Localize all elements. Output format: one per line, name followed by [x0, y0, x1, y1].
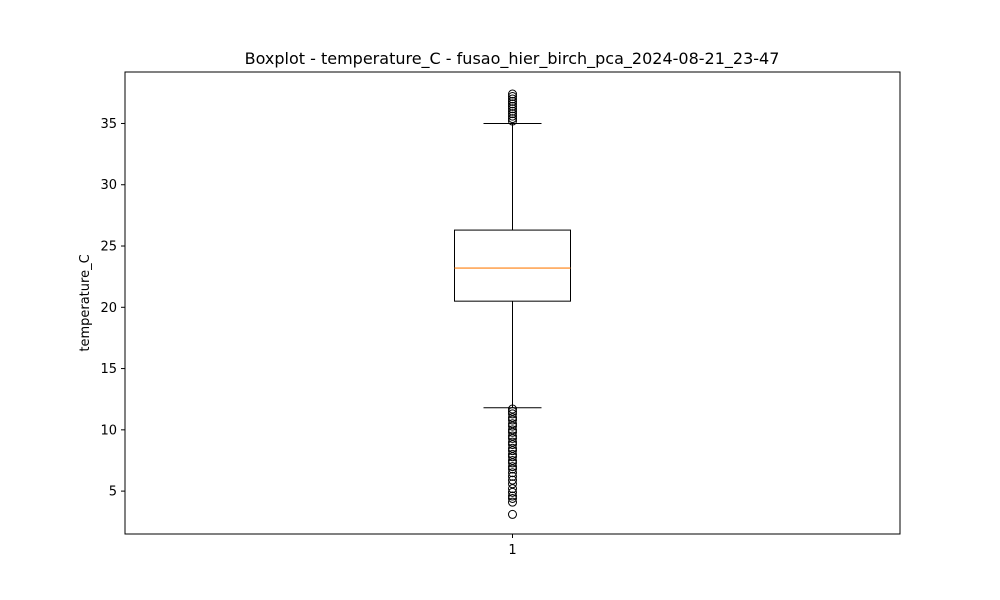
x-tick-label: 1	[508, 543, 516, 558]
outlier-point	[508, 484, 517, 494]
outlier-point	[508, 440, 517, 450]
outlier-point	[508, 406, 517, 416]
y-tick-label: 5	[109, 485, 117, 500]
outlier-point	[508, 479, 517, 489]
outlier-point	[508, 443, 517, 453]
outlier-point	[508, 433, 517, 443]
outlier-point	[508, 425, 517, 435]
outlier-point	[508, 471, 517, 481]
outlier-point	[508, 421, 517, 431]
outlier-point	[508, 455, 517, 465]
y-tick-label: 10	[100, 423, 117, 438]
outlier-point	[508, 415, 517, 425]
outlier-point	[508, 497, 517, 507]
y-tick-label: 15	[100, 362, 117, 377]
outlier-point	[508, 99, 517, 109]
outlier-point	[508, 116, 517, 126]
box-series	[454, 89, 571, 519]
outlier-point	[508, 409, 517, 419]
outlier-point	[508, 94, 517, 104]
y-tick-label: 20	[100, 301, 117, 316]
y-tick-label: 30	[100, 178, 117, 193]
outlier-point	[508, 437, 517, 447]
outlier-point	[508, 404, 517, 414]
chart-title: Boxplot - temperature_C - fusao_hier_bir…	[245, 49, 780, 69]
outlier-point	[508, 464, 517, 474]
outlier-point	[508, 431, 517, 441]
outlier-point	[508, 468, 517, 478]
outlier-point	[508, 413, 517, 423]
y-axis: 5 10 15 20 25 30 35	[100, 117, 125, 500]
outlier-point	[508, 92, 517, 102]
outlier-point	[508, 419, 517, 429]
iqr-box	[454, 229, 571, 302]
outlier-point	[508, 509, 517, 519]
outlier-point	[508, 111, 517, 121]
y-tick-label: 35	[100, 117, 117, 132]
outlier-point	[508, 109, 517, 119]
outlier-point	[508, 487, 517, 497]
outlier-point	[508, 96, 517, 106]
outlier-point	[508, 475, 517, 485]
outlier-point	[508, 427, 517, 437]
outlier-point	[508, 101, 517, 111]
outlier-point	[508, 89, 517, 99]
outlier-point	[508, 114, 517, 124]
outlier-point	[508, 104, 517, 114]
x-axis: 1	[508, 534, 517, 558]
outlier-point	[508, 491, 517, 501]
y-axis-label: temperature_C	[78, 254, 93, 351]
outlier-point	[508, 452, 517, 462]
outlier-point	[508, 462, 517, 472]
outlier-point	[508, 449, 517, 459]
outlier-point	[508, 106, 517, 116]
outlier-point	[508, 458, 517, 468]
outlier-point	[508, 493, 517, 503]
outlier-point	[508, 446, 517, 456]
y-tick-label: 25	[100, 240, 117, 255]
